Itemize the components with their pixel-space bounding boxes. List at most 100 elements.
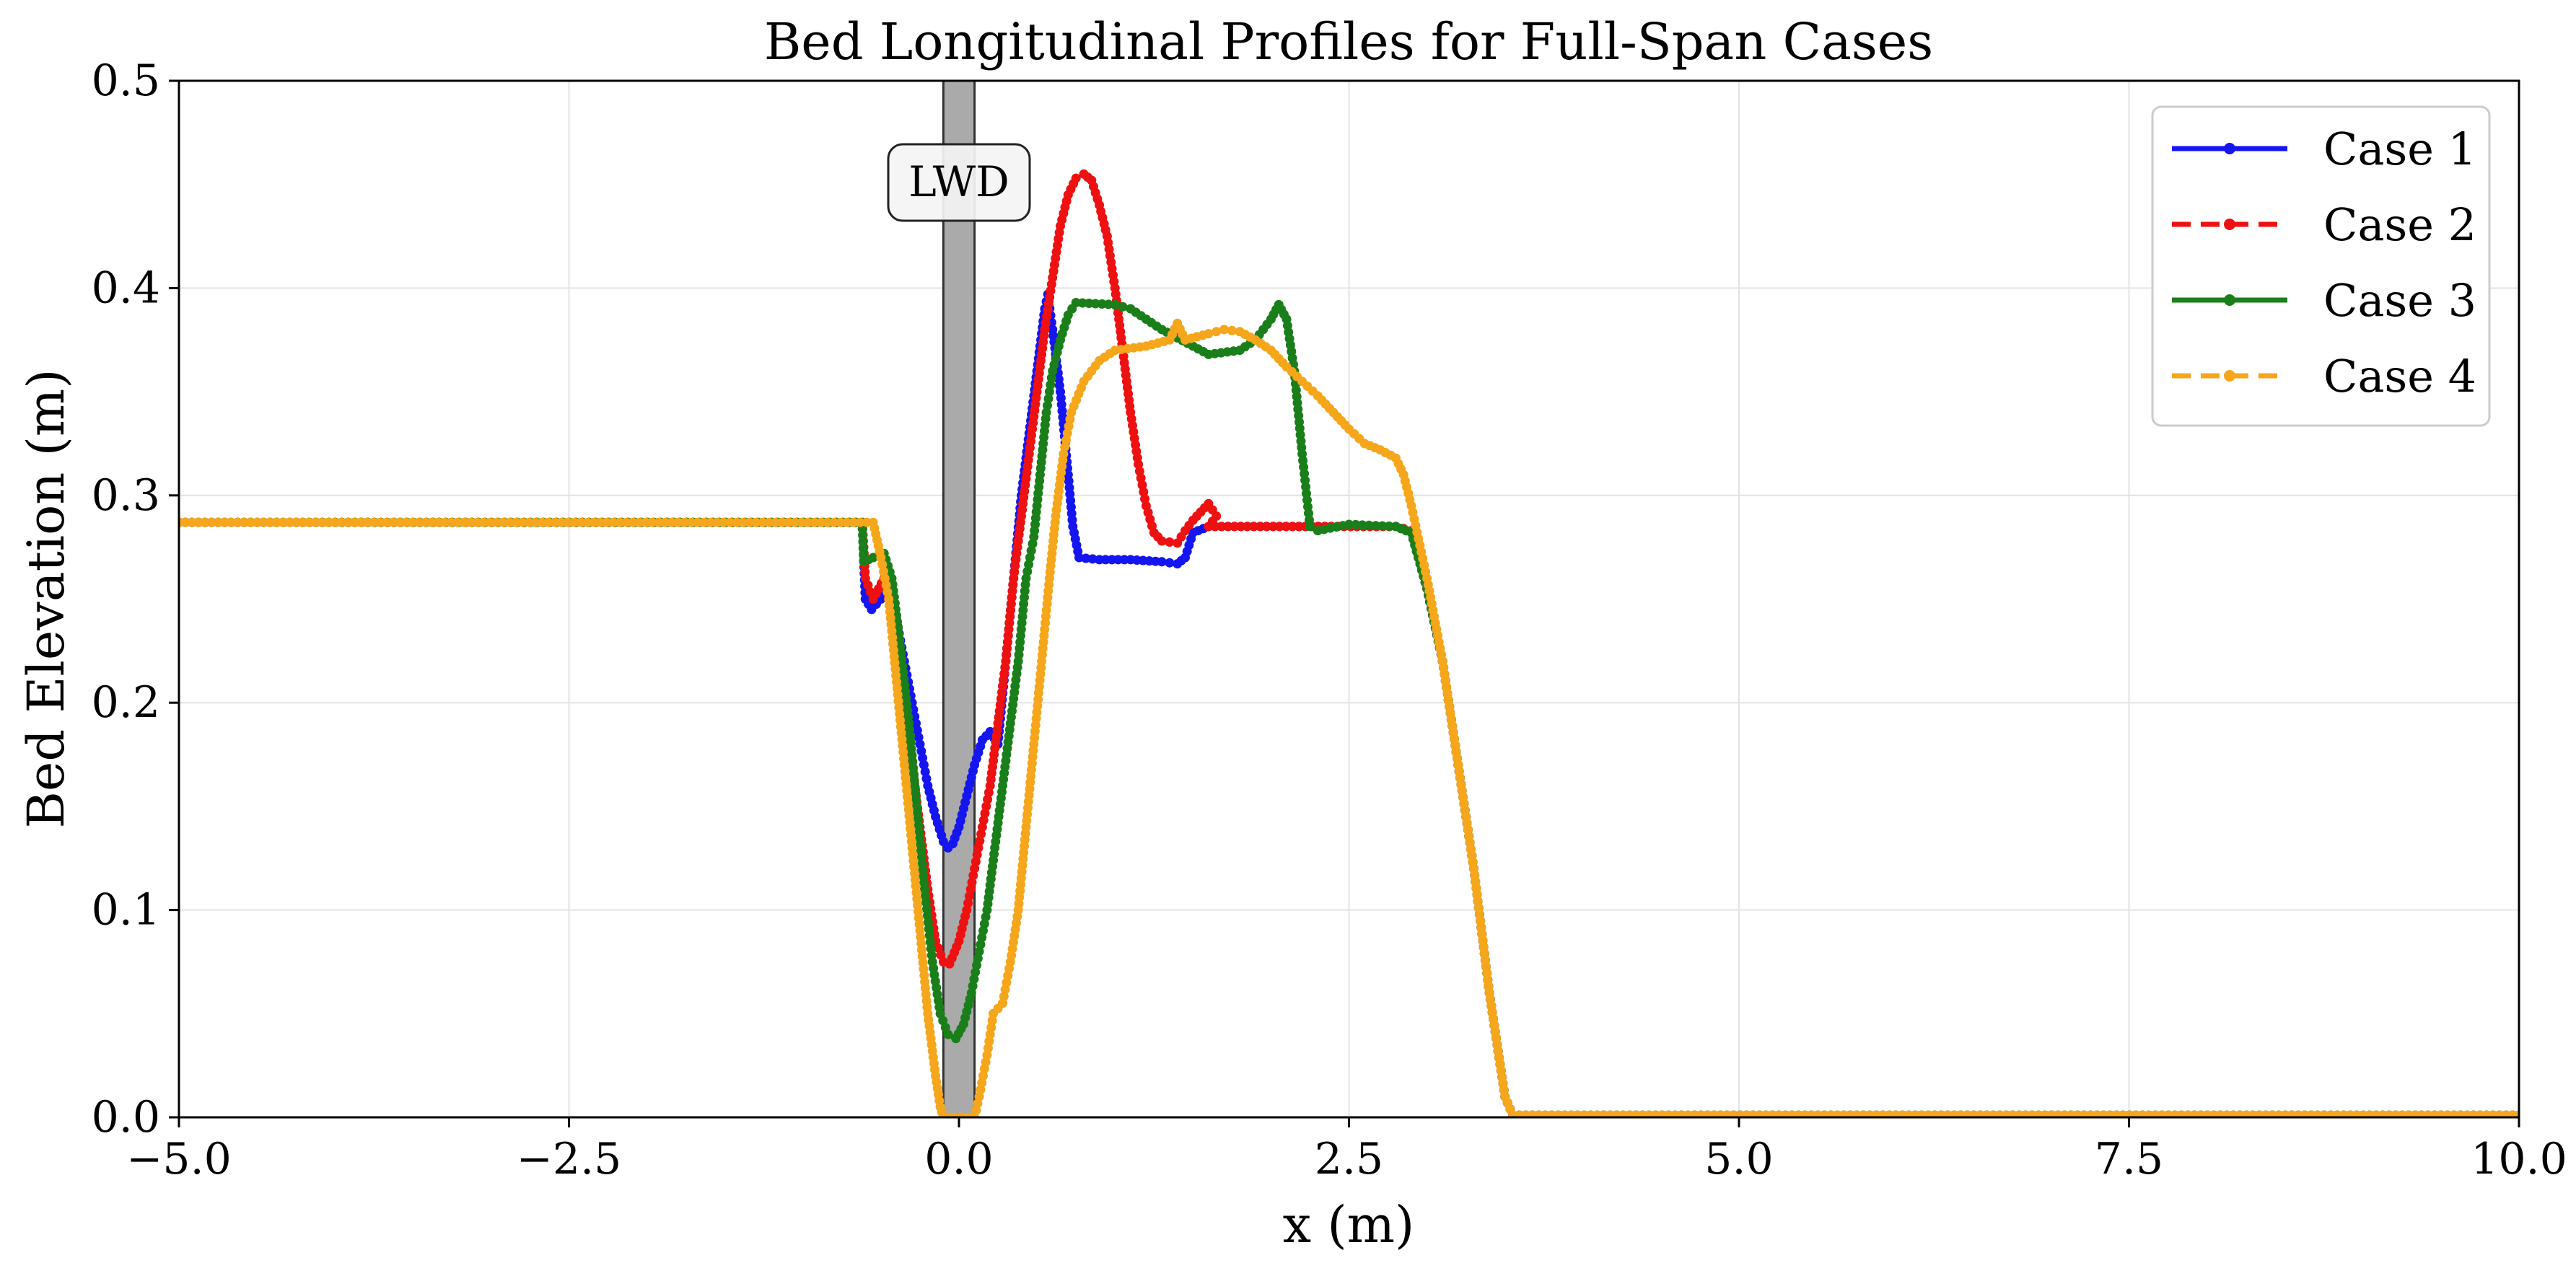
data-point <box>343 517 353 527</box>
data-point <box>918 753 928 763</box>
data-point <box>1000 985 1010 995</box>
data-point <box>349 517 359 527</box>
data-point <box>1351 519 1361 529</box>
data-point <box>919 760 929 770</box>
data-point <box>1043 400 1052 410</box>
data-point <box>615 517 625 527</box>
data-point <box>1384 522 1394 531</box>
data-point <box>974 946 984 956</box>
data-point <box>1364 520 1374 530</box>
data-point <box>1062 428 1072 439</box>
data-point <box>1028 539 1038 549</box>
data-point <box>1139 487 1149 497</box>
data-point <box>304 517 314 527</box>
x-tick-label: 0.0 <box>924 1134 993 1184</box>
data-point <box>595 517 605 527</box>
lwd-label-box <box>887 143 1031 222</box>
data-point <box>790 517 800 527</box>
data-point <box>977 1078 987 1088</box>
data-point <box>453 517 463 527</box>
data-point <box>1165 558 1175 568</box>
data-point <box>583 517 592 527</box>
data-point <box>972 850 982 860</box>
lwd-annotation: LWD <box>887 79 1031 1119</box>
data-point <box>1022 566 1033 576</box>
data-point <box>965 884 976 894</box>
data-point <box>570 517 579 527</box>
data-point <box>499 517 509 527</box>
data-point <box>1081 553 1091 563</box>
data-point <box>719 517 729 527</box>
data-point <box>879 566 888 576</box>
data-point <box>877 560 888 570</box>
data-point <box>849 517 859 527</box>
data-point <box>1212 327 1222 337</box>
data-point <box>983 794 993 804</box>
data-point <box>473 517 483 527</box>
data-point <box>1236 522 1246 532</box>
data-point <box>1157 557 1167 567</box>
data-point <box>226 517 236 527</box>
data-point <box>1065 414 1075 424</box>
data-point <box>1256 522 1265 532</box>
data-point <box>881 580 891 590</box>
data-point <box>460 517 470 527</box>
data-point <box>258 517 268 527</box>
data-point <box>1134 466 1144 476</box>
data-point <box>803 517 813 527</box>
data-point <box>984 1037 994 1047</box>
data-point <box>1041 408 1051 418</box>
data-point <box>967 877 977 887</box>
data-point <box>1227 325 1237 335</box>
data-point <box>970 863 980 874</box>
data-point <box>777 517 787 527</box>
lwd-label: LWD <box>908 157 1009 206</box>
data-point <box>531 517 540 527</box>
data-point <box>551 517 560 527</box>
data-point <box>977 933 987 943</box>
data-point <box>518 517 527 527</box>
data-point <box>1087 554 1098 564</box>
data-point <box>602 517 612 527</box>
x-axis-title: x (m) <box>1283 1195 1415 1254</box>
y-axis: 0.0 0.1 0.2 0.3 0.4 0.5 <box>92 56 179 1143</box>
data-point <box>245 517 255 527</box>
data-point <box>976 829 986 839</box>
data-point <box>590 517 599 527</box>
data-point <box>265 517 275 527</box>
data-point <box>823 517 833 527</box>
data-point <box>557 517 566 527</box>
data-point <box>317 517 327 527</box>
data-point <box>382 517 392 527</box>
data-point <box>206 517 216 527</box>
data-point <box>876 553 886 563</box>
data-point <box>336 517 346 527</box>
data-point <box>375 517 385 527</box>
data-point <box>634 517 644 527</box>
data-point <box>980 809 990 818</box>
data-point <box>505 517 515 527</box>
data-point <box>987 1016 997 1026</box>
data-point <box>577 517 586 527</box>
data-point <box>608 517 618 527</box>
data-point <box>1118 302 1128 312</box>
data-point <box>512 517 522 527</box>
y-tick-label: 0.5 <box>92 56 160 106</box>
data-point <box>712 517 722 527</box>
data-point <box>912 726 922 735</box>
data-point <box>981 1057 991 1067</box>
data-point <box>1046 380 1056 390</box>
data-point <box>1243 522 1253 532</box>
data-point <box>1305 522 1315 532</box>
data-point <box>725 517 735 527</box>
data-point <box>641 517 651 527</box>
data-point <box>973 842 983 853</box>
data-point <box>976 940 986 949</box>
data-point <box>920 767 930 777</box>
data-point <box>628 517 638 527</box>
data-point <box>440 517 450 527</box>
data-point <box>447 517 457 527</box>
data-point <box>1043 394 1053 404</box>
x-axis: −5.0 −2.5 0.0 2.5 5.0 7.5 10.0 <box>126 1117 2567 1184</box>
